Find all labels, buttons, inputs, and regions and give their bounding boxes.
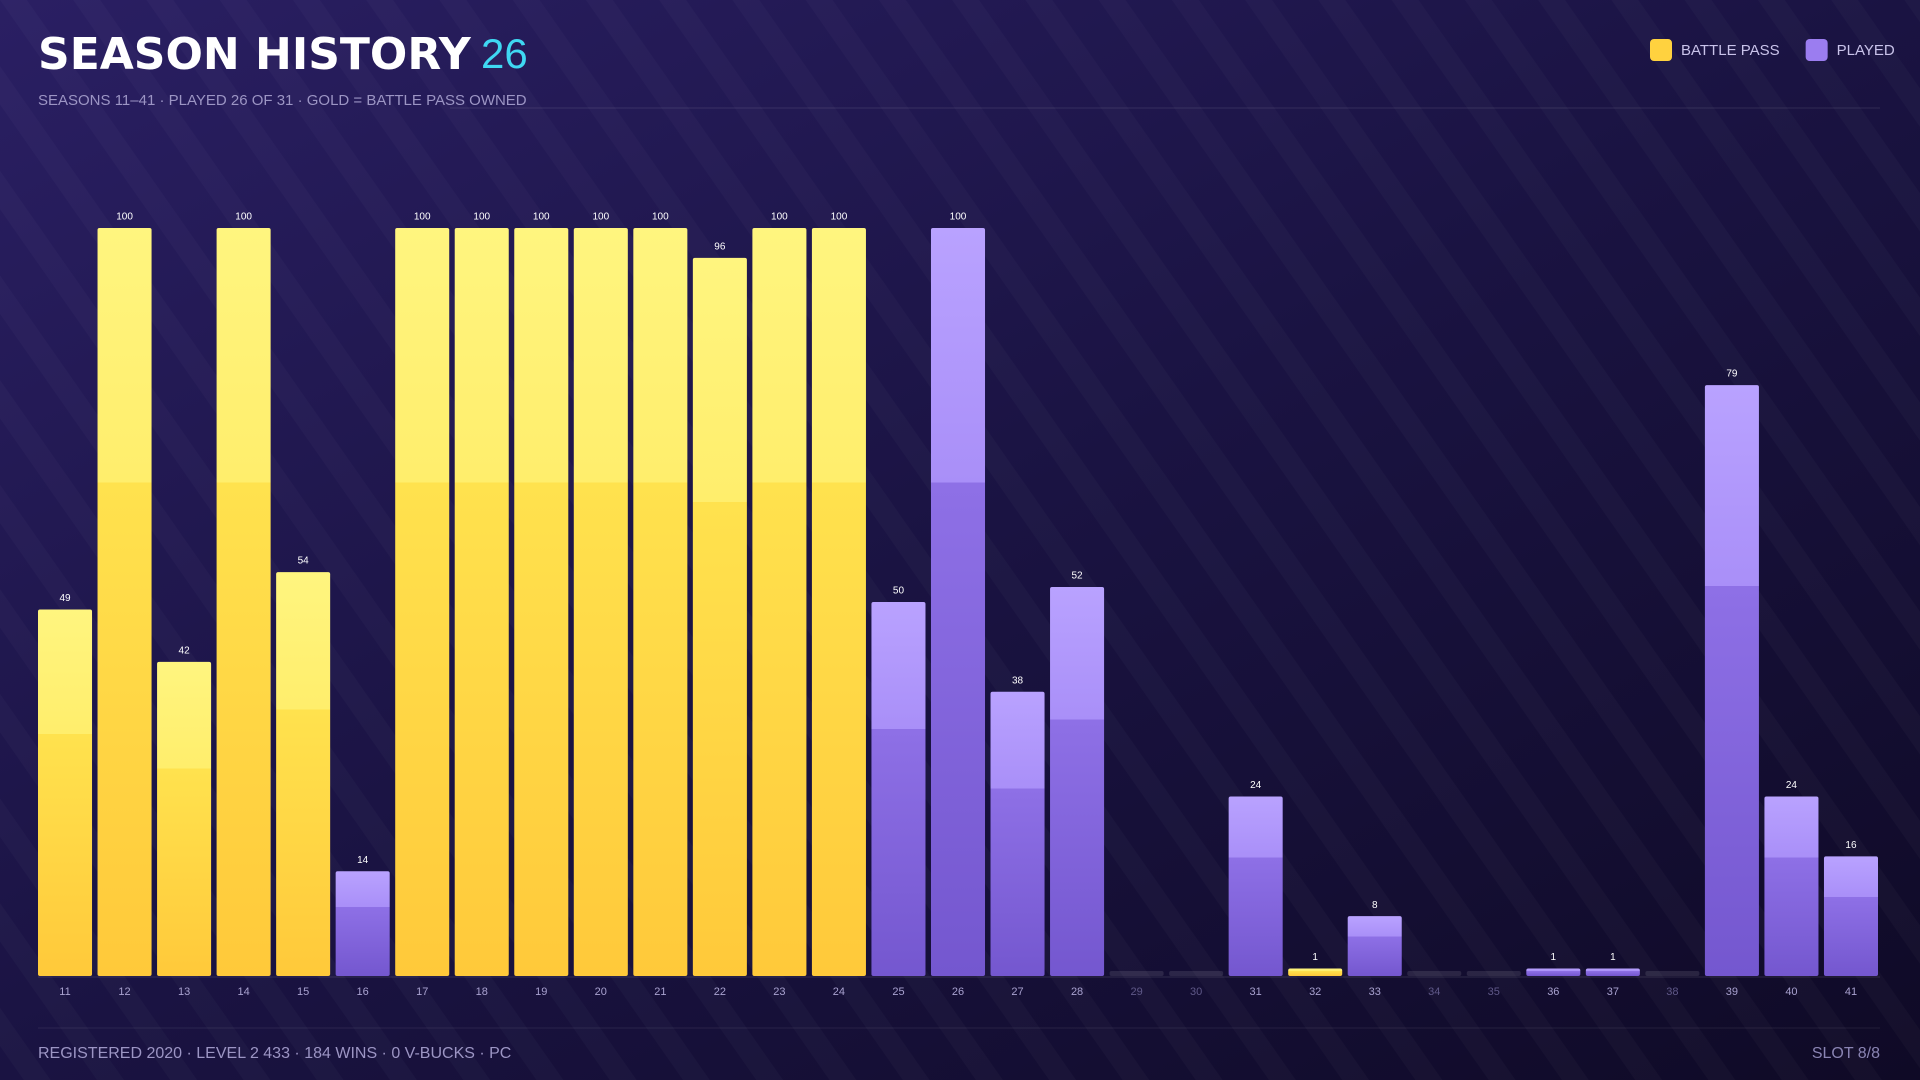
value-label: 96 bbox=[714, 242, 726, 253]
bar bbox=[38, 609, 93, 976]
x-tick-label: 26 bbox=[952, 986, 964, 998]
value-label: 100 bbox=[533, 212, 550, 223]
x-tick-label: 16 bbox=[357, 986, 369, 998]
x-tick-label: 33 bbox=[1369, 986, 1381, 998]
empty-slot bbox=[1407, 971, 1462, 976]
x-tick-label: 29 bbox=[1130, 986, 1142, 998]
x-tick-label: 22 bbox=[714, 986, 726, 998]
x-tick-label: 18 bbox=[476, 986, 488, 998]
value-label: 100 bbox=[116, 212, 133, 223]
bar bbox=[1823, 856, 1878, 976]
x-tick-label: 13 bbox=[178, 986, 190, 998]
x-tick-label: 21 bbox=[654, 986, 666, 998]
bar bbox=[930, 228, 986, 976]
x-tick-label: 34 bbox=[1428, 986, 1440, 998]
footer-right: SLOT 8/8 bbox=[1812, 1045, 1880, 1062]
x-tick-label: 32 bbox=[1309, 986, 1321, 998]
bar bbox=[1704, 385, 1759, 977]
value-label: 14 bbox=[357, 855, 369, 866]
x-tick-label: 17 bbox=[416, 986, 428, 998]
value-label: 79 bbox=[1726, 369, 1738, 380]
bar bbox=[990, 691, 1045, 976]
value-label: 1 bbox=[1312, 952, 1318, 963]
value-label: 52 bbox=[1072, 571, 1084, 582]
value-label: 100 bbox=[414, 212, 431, 223]
empty-slot bbox=[1169, 971, 1224, 976]
legend-swatch bbox=[1650, 39, 1672, 61]
x-tick-label: 41 bbox=[1845, 986, 1857, 998]
bar bbox=[1585, 968, 1640, 976]
value-label: 100 bbox=[473, 212, 490, 223]
x-tick-label: 12 bbox=[118, 986, 130, 998]
value-label: 49 bbox=[59, 593, 71, 604]
x-tick-label: 30 bbox=[1190, 986, 1202, 998]
x-tick-label: 35 bbox=[1488, 986, 1500, 998]
x-tick-label: 11 bbox=[59, 986, 70, 998]
bar bbox=[752, 228, 807, 976]
legend-swatch bbox=[1805, 39, 1828, 61]
value-label: 24 bbox=[1786, 780, 1798, 791]
bar bbox=[1288, 968, 1343, 976]
bar bbox=[1764, 796, 1819, 976]
bar bbox=[216, 228, 271, 976]
value-label: 100 bbox=[592, 212, 609, 223]
bar bbox=[1347, 916, 1402, 976]
x-tick-label: 28 bbox=[1071, 986, 1083, 998]
bar bbox=[395, 228, 450, 976]
subtitle: SEASONS 11–41 · PLAYED 26 OF 31 · GOLD =… bbox=[38, 92, 527, 109]
chart-title: SEASON HISTORY bbox=[38, 29, 472, 80]
x-tick-label: 23 bbox=[773, 986, 785, 998]
x-tick-label: 40 bbox=[1785, 986, 1797, 998]
bar bbox=[573, 228, 628, 976]
bar bbox=[454, 228, 509, 976]
x-tick-label: 37 bbox=[1607, 986, 1619, 998]
bar bbox=[811, 228, 866, 976]
bar bbox=[1526, 968, 1581, 976]
value-label: 100 bbox=[771, 212, 788, 223]
x-tick-label: 15 bbox=[297, 986, 309, 998]
x-tick-label: 38 bbox=[1666, 986, 1678, 998]
title-count: 26 bbox=[481, 30, 528, 77]
value-label: 50 bbox=[893, 586, 905, 597]
empty-slot bbox=[1466, 971, 1521, 976]
x-tick-label: 31 bbox=[1250, 986, 1262, 998]
x-tick-label: 36 bbox=[1547, 986, 1559, 998]
value-label: 1 bbox=[1551, 952, 1557, 963]
bar bbox=[1050, 587, 1105, 976]
value-label: 54 bbox=[298, 556, 310, 567]
x-tick-label: 20 bbox=[595, 986, 607, 998]
x-tick-label: 19 bbox=[535, 986, 547, 998]
x-tick-label: 14 bbox=[237, 986, 249, 998]
value-label: 8 bbox=[1372, 900, 1378, 911]
x-tick-label: 24 bbox=[833, 986, 845, 998]
value-label: 100 bbox=[950, 212, 967, 223]
value-label: 16 bbox=[1845, 840, 1857, 851]
empty-slot bbox=[1645, 971, 1700, 976]
x-tick-label: 25 bbox=[892, 986, 904, 998]
bar bbox=[276, 572, 331, 976]
legend-label: BATTLE PASS bbox=[1681, 42, 1780, 59]
bar bbox=[871, 602, 926, 976]
x-tick-label: 39 bbox=[1726, 986, 1738, 998]
footer: REGISTERED 2020 · LEVEL 2 433 · 184 WINS… bbox=[38, 1045, 511, 1062]
value-label: 24 bbox=[1250, 780, 1262, 791]
value-label: 100 bbox=[652, 212, 669, 223]
bar bbox=[633, 228, 688, 976]
bar bbox=[514, 228, 569, 976]
bar bbox=[1228, 796, 1283, 976]
legend-label: PLAYED bbox=[1837, 42, 1895, 59]
value-label: 1 bbox=[1610, 952, 1616, 963]
empty-slot bbox=[1109, 971, 1164, 976]
bar bbox=[692, 257, 747, 976]
value-label: 42 bbox=[179, 645, 191, 656]
bar bbox=[157, 661, 212, 976]
bar bbox=[335, 871, 390, 976]
value-label: 38 bbox=[1012, 675, 1024, 686]
x-tick-label: 27 bbox=[1011, 986, 1023, 998]
value-label: 100 bbox=[235, 212, 252, 223]
value-label: 100 bbox=[831, 212, 848, 223]
bar bbox=[97, 228, 152, 976]
